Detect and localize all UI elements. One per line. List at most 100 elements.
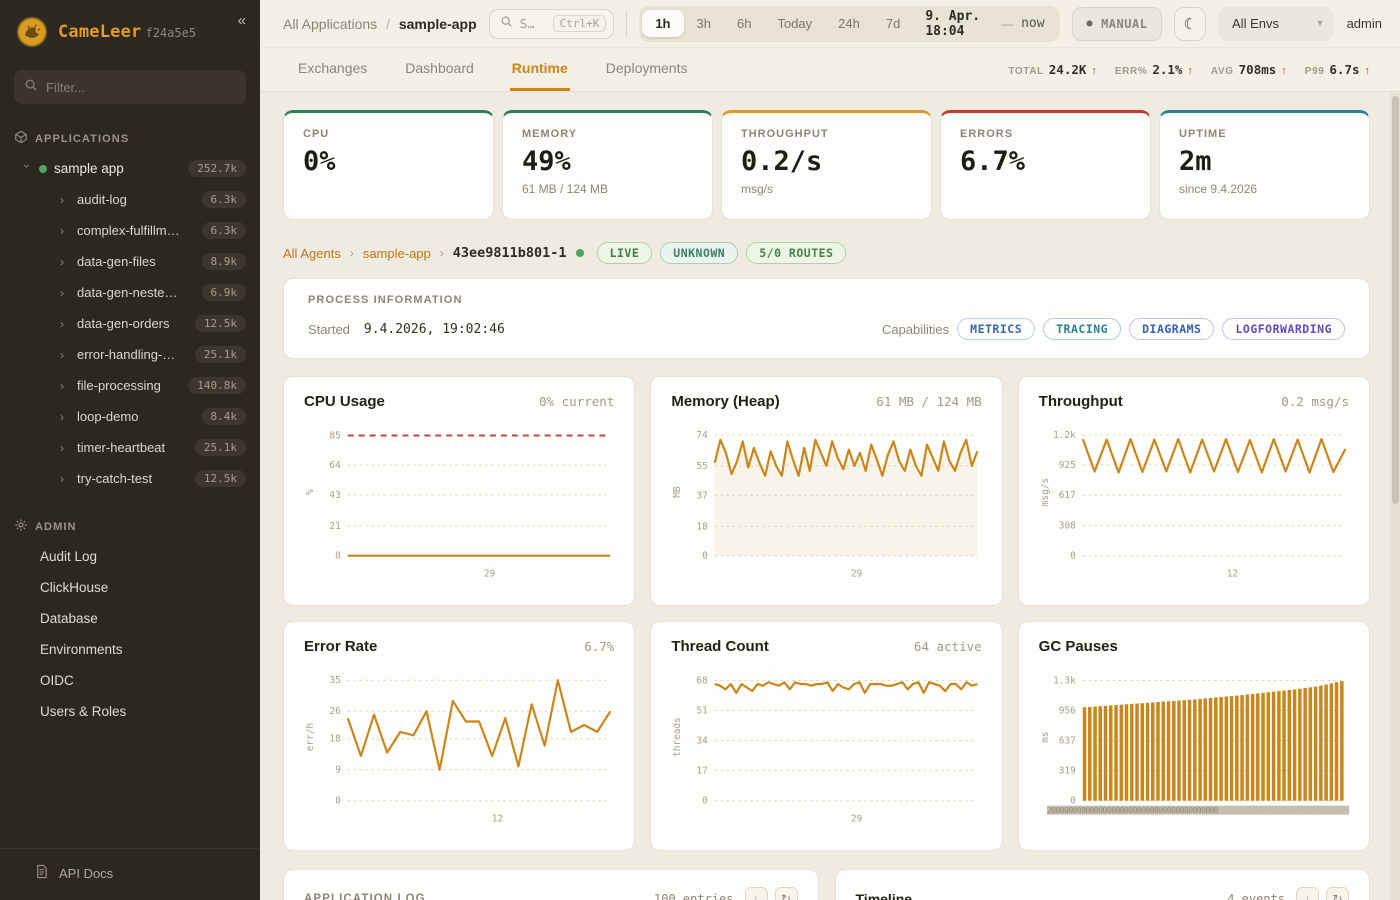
breadcrumb-all-applications[interactable]: All Applications [283,15,378,32]
metric-label: MEMORY [522,128,578,140]
admin-menu-item[interactable]: ClickHouse [40,580,109,595]
agent-app-link[interactable]: sample-app [362,245,431,261]
admin-menu-item[interactable]: Users & Roles [40,704,127,719]
chart-plot: 85 64 43 21 0% 29 [304,418,614,582]
sidebar-route-item[interactable]: › timer-heartbeat 25.1k [0,432,260,463]
moon-icon: ☾ [1183,15,1197,33]
search-icon [24,78,38,97]
route-count-badge: 140.8k [188,377,246,394]
capabilities-label: Capabilities [881,321,950,337]
environment-select[interactable]: All Envs ▾ [1218,6,1333,41]
filter-input[interactable] [46,79,206,95]
scrollbar-track[interactable] [1390,93,1400,900]
refresh-button[interactable]: ↻ [1326,887,1349,900]
sidebar-route-item[interactable]: › data-gen-files 8.9k [0,246,260,277]
all-agents-link[interactable]: All Agents [283,245,341,261]
time-range-buttons: 1h 3h 6h Today 24h 7d [642,10,913,37]
svg-text:29: 29 [851,814,863,825]
gear-icon [14,518,28,535]
svg-text:21: 21 [329,521,341,532]
chevron-right-icon: › [60,347,64,362]
route-label: data-gen-orders [77,316,170,331]
chevron-right-icon: › [60,409,64,424]
time-range-button[interactable]: 3h [684,10,724,37]
route-count-badge: 8.9k [201,253,246,270]
sidebar-route-item[interactable]: › try-catch-test 12.5k [0,463,260,494]
log-entries-count: 100 entries [654,891,734,900]
date-range-end[interactable]: now [1021,16,1045,31]
user-name: admin [1346,16,1382,31]
process-information-panel: PROCESS INFORMATION Started 9.4.2026, 19… [283,278,1370,359]
status-badge: 5/0 ROUTES [746,242,847,264]
search-input[interactable] [519,16,546,31]
theme-toggle-button[interactable]: ☾ [1174,6,1207,41]
chart-plot: 35 26 18 9 0 err/h 12 [304,663,614,827]
stat-value: 24.2K [1048,62,1087,77]
application-log-panel: APPLICATION LOG 100 entries ↓ ↻ [283,869,819,900]
sidebar-route-item[interactable]: › loop-demo 8.4k [0,401,260,432]
sidebar-route-item[interactable]: › error-handling-… 25.1k [0,339,260,370]
metric-card: THROUGHPUT 0.2/s msg/s [721,110,932,220]
time-range-button[interactable]: 1h [642,10,684,37]
applications-section-header: APPLICATIONS [0,110,260,153]
tab[interactable]: Runtime [509,48,570,91]
sidebar-filter[interactable] [14,70,246,104]
main-area: All Applications / sample-app Ctrl+K 1h [260,0,1400,900]
svg-text:200000000000000000000000000000: 2000000000000000000000000000000000000000 [1047,806,1219,815]
sidebar-collapse-icon[interactable]: « [237,12,246,29]
metric-subtext: 61 MB / 124 MB [522,182,609,196]
chart-current-value: 0.2 msg/s [1281,394,1349,409]
global-search[interactable]: Ctrl+K [488,8,615,39]
sidebar-route-item[interactable]: › data-gen-orders 12.5k [0,308,260,339]
agent-status-dot [575,249,584,257]
applications-tree: › audit-log 6.3k › complex-fulfillm… 6.3… [0,184,260,494]
chart-title: Error Rate [304,638,378,655]
svg-text:1.3k: 1.3k [1053,676,1076,687]
time-range-group: 1h 3h 6h Today 24h 7d 9. Apr. 18:04 — [639,5,1060,42]
stat-label: AVG [1210,66,1234,77]
sidebar-route-item[interactable]: › file-processing 140.8k [0,370,260,401]
chart-card: Throughput 0.2 msg/s 1.2k 925 617 308 0 msg/s… [1017,376,1370,606]
time-range-button[interactable]: 24h [825,10,873,37]
svg-text:0: 0 [1070,796,1076,807]
date-range-start[interactable]: 9. Apr. 18:04 [925,8,981,39]
bottom-panels: APPLICATION LOG 100 entries ↓ ↻ Timeline… [283,869,1370,900]
route-count-badge: 25.1k [194,346,246,363]
sidebar-route-item[interactable]: › audit-log 6.3k [0,184,260,215]
time-range-button[interactable]: 6h [724,10,764,37]
download-button[interactable]: ↓ [1296,887,1319,900]
chart-title: Throughput [1038,393,1123,410]
status-badge: LIVE [596,242,653,264]
admin-menu-item[interactable]: OIDC [40,673,74,688]
chevron-right-icon: › [439,246,444,260]
route-label: file-processing [77,378,161,393]
api-docs-link[interactable]: API Docs [0,848,260,900]
sidebar-item-sample-app[interactable]: › sample app 252.7k [0,153,260,184]
manual-dot-icon: ● [1086,18,1094,29]
time-range-button[interactable]: Today [764,10,825,37]
download-button[interactable]: ↓ [744,887,768,900]
stat-label: P99 [1304,66,1325,77]
tab[interactable]: Deployments [605,60,688,76]
svg-text:55: 55 [697,461,708,472]
time-range-button[interactable]: 7d [873,10,913,37]
tab[interactable]: Dashboard [405,60,474,76]
api-docs-label: API Docs [59,865,114,881]
scrollbar-thumb[interactable] [1391,96,1399,504]
tab[interactable]: Exchanges [298,60,368,76]
sidebar-route-item[interactable]: › data-gen-neste… 6.9k [0,277,260,308]
refresh-button[interactable]: ↻ [774,887,798,900]
chevron-right-icon: › [60,192,64,207]
svg-text:319: 319 [1058,766,1075,777]
admin-menu-item[interactable]: Database [40,611,98,626]
stat: P99 6.7s ↑ [1305,62,1370,77]
svg-text:0: 0 [702,796,708,807]
refresh-mode-button[interactable]: ● MANUAL [1071,6,1163,41]
search-icon [500,15,513,33]
admin-menu-item[interactable]: Audit Log [40,549,98,564]
admin-menu-item[interactable]: Environments [40,642,123,657]
manual-label: MANUAL [1101,16,1148,31]
sidebar-route-item[interactable]: › complex-fulfillm… 6.3k [0,215,260,246]
sidebar-header: CameLeer f24a5e5 « [0,0,260,60]
